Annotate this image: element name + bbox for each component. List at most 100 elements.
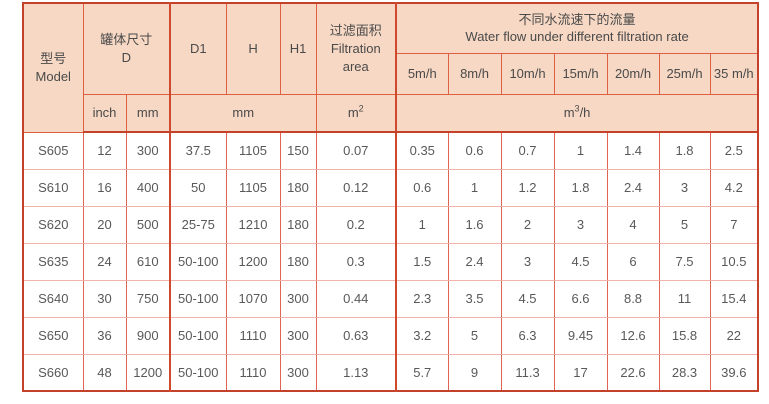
cell-flow: 10.5 [709,242,759,281]
table-row-s660: S660 48 1200 50-100 1110 300 1.13 5.7 9 … [22,353,759,392]
cell-mm: 750 [125,279,171,318]
cell-model: S650 [22,316,84,355]
cell-area: 0.07 [315,131,397,170]
cell-h1: 300 [279,279,317,318]
cell-flow: 1.8 [553,168,608,207]
cell-flow: 2.5 [709,131,759,170]
table-row-s635: S635 24 610 50-100 1200 180 0.3 1.5 2.4 … [22,242,759,281]
header-rate-20: 20m/h [606,52,660,95]
cell-flow: 5.7 [395,353,449,392]
cell-flow: 9 [447,353,502,392]
cell-area: 0.3 [315,242,397,281]
table-row-s605: S605 12 300 37.5 1105 150 0.07 0.35 0.6 … [22,131,759,170]
header-rate-15: 15m/h [553,52,608,95]
cell-flow: 3.5 [447,279,502,318]
filter-spec-table: 型号 Model 罐体尺寸 D D1 H H1 过滤面积 Filtration … [22,2,760,392]
cell-mm: 300 [125,131,171,170]
cell-flow: 4 [606,205,660,244]
cell-model: S605 [22,131,84,170]
header-h: H [225,2,281,95]
cell-flow: 2.4 [447,242,502,281]
cell-inch: 12 [82,131,127,170]
cell-inch: 24 [82,242,127,281]
cell-flow: 5 [658,205,711,244]
cell-flow: 1 [395,205,449,244]
cell-flow: 6.6 [553,279,608,318]
cell-flow: 15.4 [709,279,759,318]
cell-h1: 180 [279,242,317,281]
cell-flow: 22.6 [606,353,660,392]
cell-flow: 22 [709,316,759,355]
cell-h: 1210 [225,205,281,244]
cell-flow: 39.6 [709,353,759,392]
cell-model: S635 [22,242,84,281]
header-model-en: Model [35,68,71,84]
cell-flow: 7.5 [658,242,711,281]
cell-flow: 6.3 [500,316,555,355]
table-row-s610: S610 16 400 50 1105 180 0.12 0.6 1 1.2 1… [22,168,759,207]
cell-d1: 25-75 [169,205,227,244]
cell-model: S610 [22,168,84,207]
header-rate-35: 35 m/h [709,52,759,95]
header-filtration-area: 过滤面积 Filtration area [315,2,397,95]
unit-flow-suffix: /h [579,104,591,120]
cell-h: 1070 [225,279,281,318]
unit-d-mm: mm [125,93,171,133]
cell-flow: 3.2 [395,316,449,355]
cell-h1: 180 [279,205,317,244]
header-flow-en: Water flow under different filtration ra… [465,29,689,45]
header-rate-25: 25m/h [658,52,711,95]
cell-area: 0.63 [315,316,397,355]
cell-d1: 50-100 [169,353,227,392]
cell-inch: 48 [82,353,127,392]
cell-inch: 36 [82,316,127,355]
cell-mm: 400 [125,168,171,207]
cell-area: 1.13 [315,353,397,392]
cell-area: 0.2 [315,205,397,244]
cell-inch: 20 [82,205,127,244]
cell-h1: 180 [279,168,317,207]
unit-inch: inch [82,93,127,133]
cell-flow: 3 [553,205,608,244]
header-tank-size: 罐体尺寸 D [82,2,171,95]
unit-flow-base: m [563,104,575,120]
cell-area: 0.12 [315,168,397,207]
table-row-s650: S650 36 900 50-100 1110 300 0.63 3.2 5 6… [22,316,759,355]
unit-area-sup: 2 [358,103,364,114]
cell-d1: 50-100 [169,242,227,281]
cell-h1: 150 [279,131,317,170]
cell-flow: 11.3 [500,353,555,392]
header-rate-5: 5m/h [395,52,449,95]
cell-flow: 11 [658,279,711,318]
cell-mm: 500 [125,205,171,244]
cell-flow: 12.6 [606,316,660,355]
cell-flow: 0.7 [500,131,555,170]
cell-flow: 7 [709,205,759,244]
cell-h: 1110 [225,353,281,392]
cell-flow: 1.5 [395,242,449,281]
cell-flow: 4.5 [500,279,555,318]
cell-d1: 50-100 [169,316,227,355]
unit-area-m2: m2 [315,93,397,133]
cell-flow: 4.2 [709,168,759,207]
cell-flow: 2 [500,205,555,244]
cell-flow: 15.8 [658,316,711,355]
cell-flow: 3 [658,168,711,207]
cell-flow: 1.4 [606,131,660,170]
cell-inch: 30 [82,279,127,318]
header-flow-group: 不同水流速下的流量 Water flow under different fil… [395,2,759,54]
cell-flow: 6 [606,242,660,281]
cell-mm: 900 [125,316,171,355]
table-row-s620: S620 20 500 25-75 1210 180 0.2 1 1.6 2 3… [22,205,759,244]
cell-flow: 1.2 [500,168,555,207]
cell-flow: 5 [447,316,502,355]
cell-model: S660 [22,353,84,392]
header-tank-zh: 罐体尺寸 [100,32,153,48]
cell-d1: 50 [169,168,227,207]
header-model: 型号 Model [22,2,84,133]
cell-flow: 1.8 [658,131,711,170]
cell-flow: 3 [500,242,555,281]
unit-dims-mm: mm [169,93,317,133]
cell-h: 1110 [225,316,281,355]
cell-flow: 2.4 [606,168,660,207]
